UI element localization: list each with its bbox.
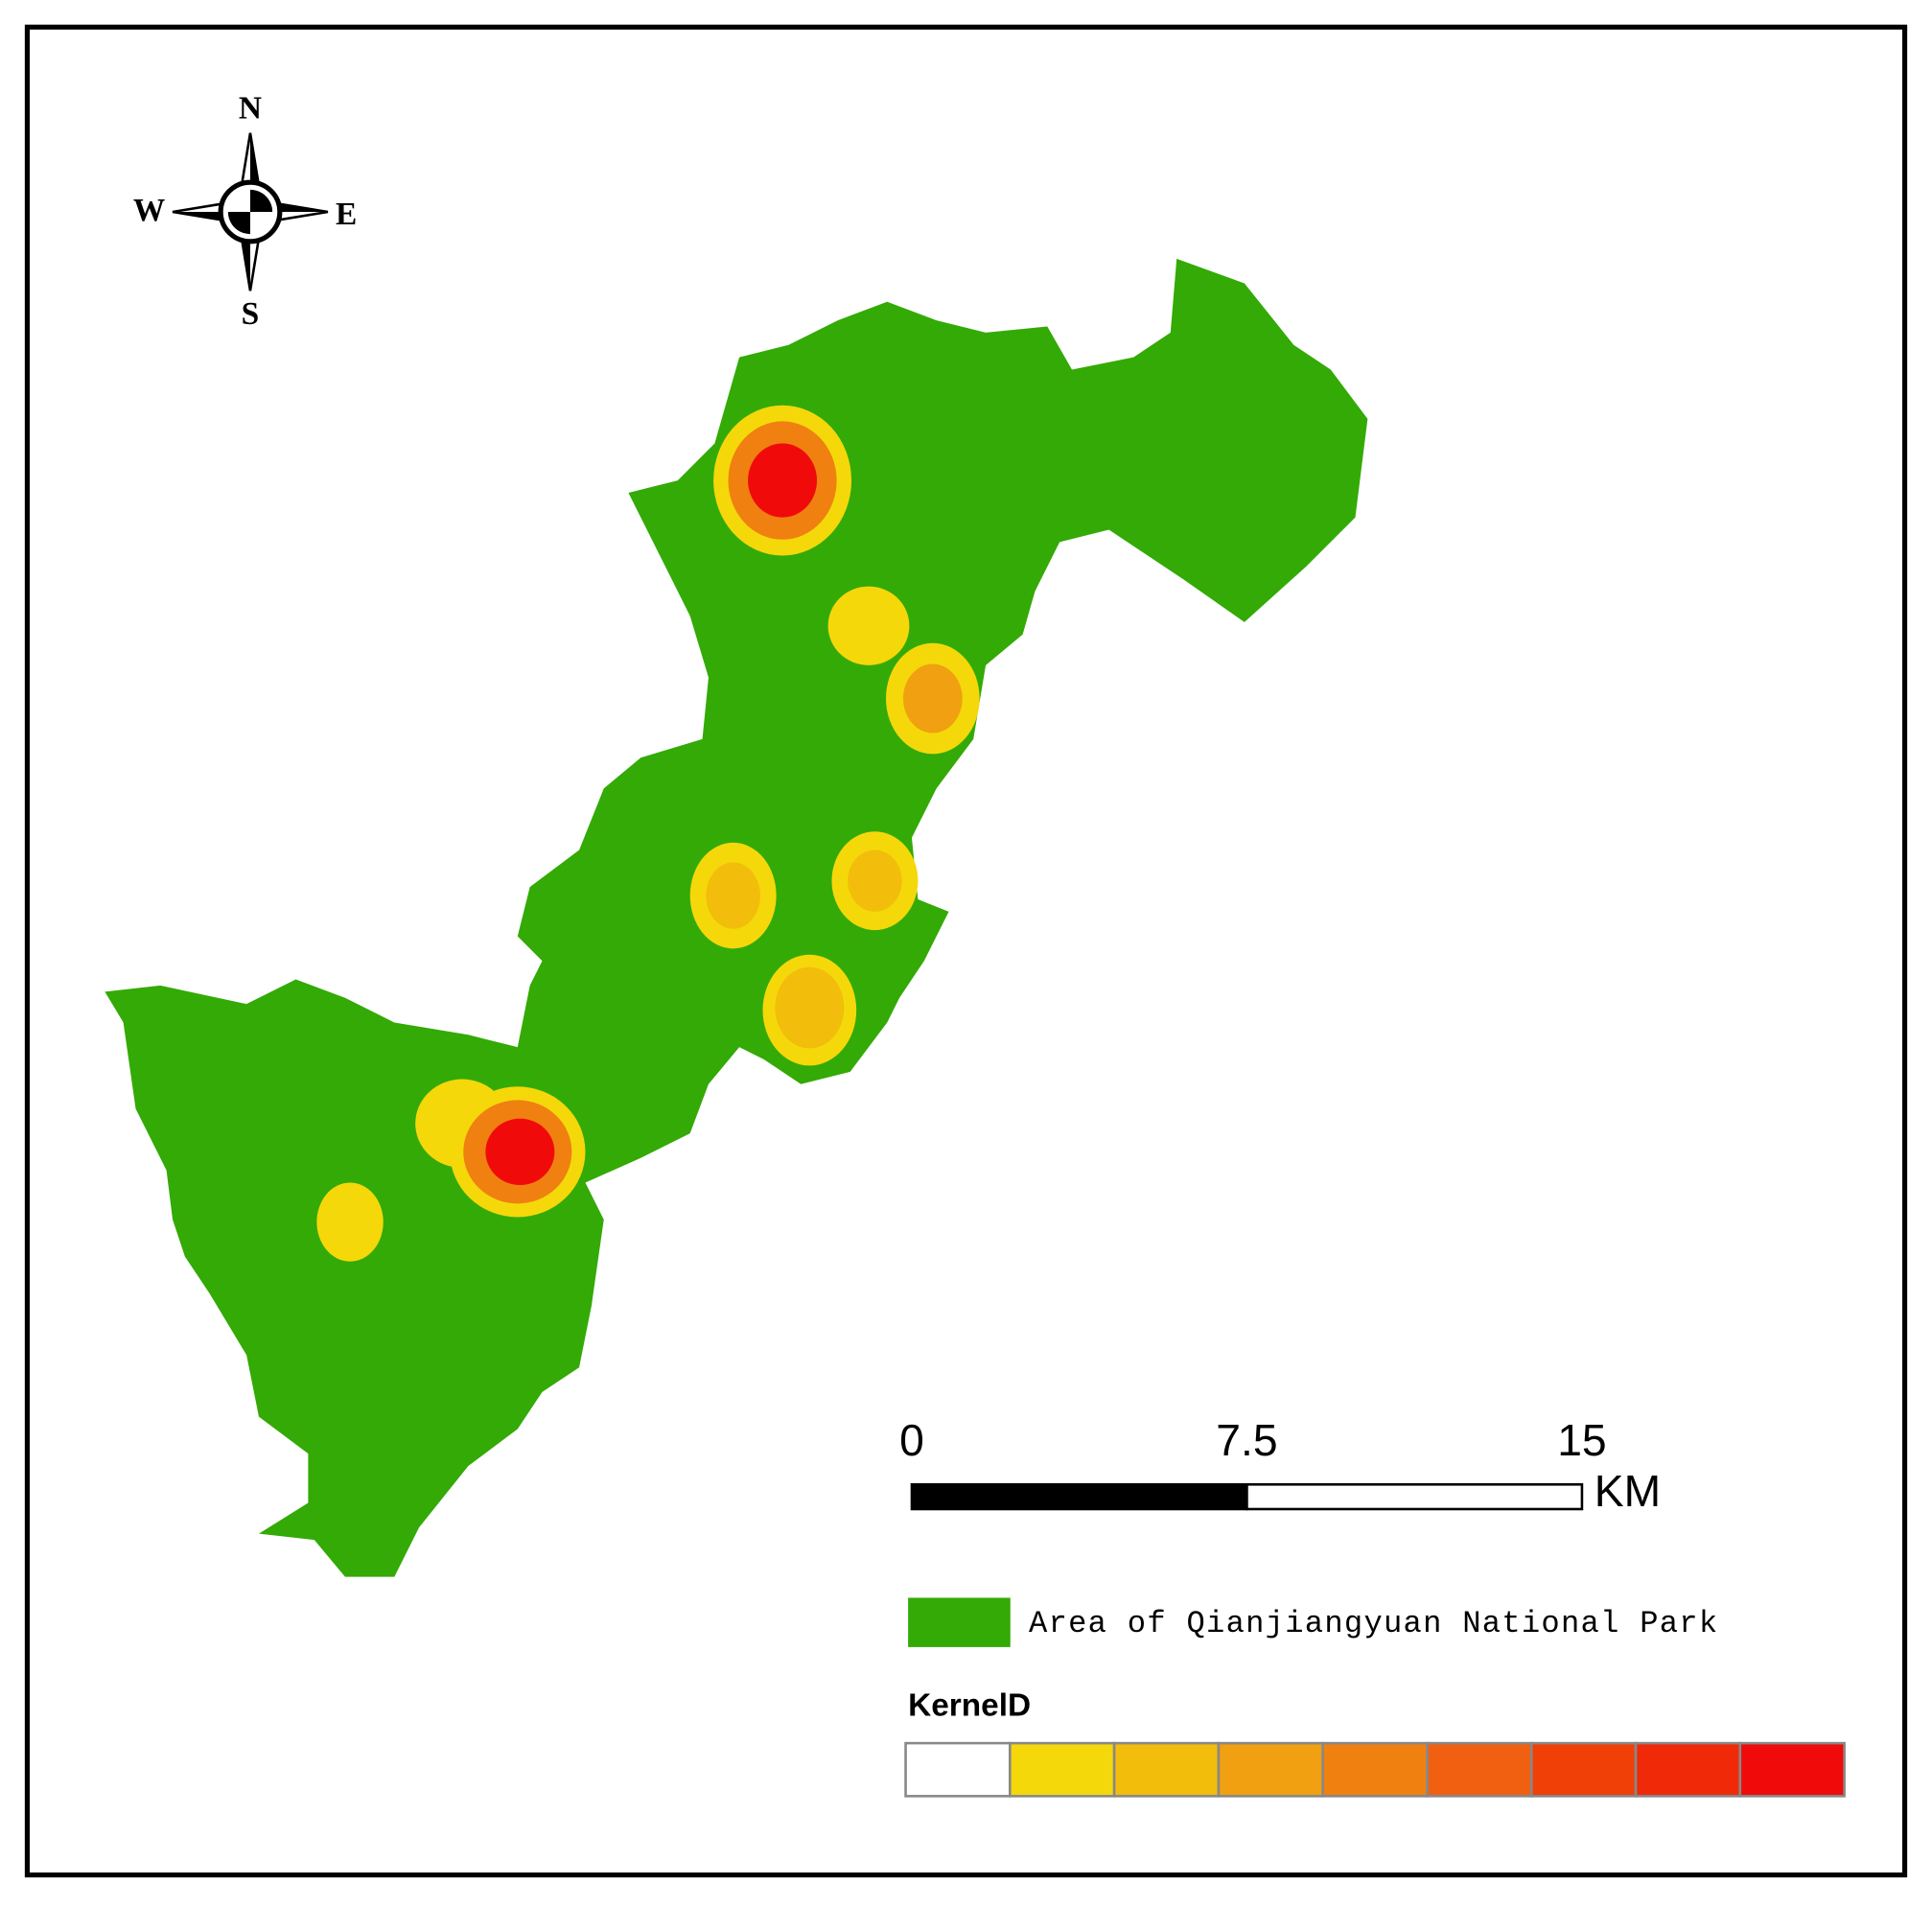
hotspot — [848, 849, 902, 912]
legend-park-label: Area of Qianjiangyuan National Park — [1029, 1606, 1718, 1641]
scale-bar-label: 7.5 — [1216, 1415, 1277, 1465]
kernel-legend-box — [1426, 1741, 1533, 1798]
compass-n: N — [239, 90, 262, 126]
kernel-legend-box — [1529, 1741, 1638, 1798]
scale-bar-label: 15 — [1557, 1415, 1606, 1465]
hotspot — [827, 586, 910, 665]
scale-bar-unit: KM — [1594, 1466, 1661, 1516]
compass-e: E — [336, 197, 357, 232]
legend-park-swatch — [908, 1597, 1011, 1647]
scale-bar-label: 0 — [899, 1415, 924, 1465]
hotspot — [902, 663, 963, 733]
legend-kernel-title: KernelD — [908, 1688, 1031, 1724]
compass-w: W — [133, 193, 165, 228]
compass-center — [227, 189, 273, 235]
kernel-legend-box — [1738, 1741, 1846, 1798]
hotspot — [706, 862, 760, 929]
scale-bar-segment — [910, 1483, 1248, 1511]
hotspot — [485, 1118, 555, 1186]
kernel-legend-box — [1009, 1741, 1116, 1798]
scale-bar-segment — [1245, 1483, 1584, 1511]
compass-rose: N S E W — [133, 90, 357, 332]
kernel-legend-box — [904, 1741, 1012, 1798]
hotspot — [748, 443, 818, 518]
kernel-legend-box — [1217, 1741, 1324, 1798]
hotspot — [316, 1182, 384, 1262]
kernel-legend-box — [1321, 1741, 1429, 1798]
compass-s: S — [242, 296, 260, 332]
kernel-legend-box — [1634, 1741, 1742, 1798]
hotspots — [316, 405, 980, 1262]
hotspot — [775, 966, 845, 1049]
kernel-legend-box — [1112, 1741, 1221, 1798]
